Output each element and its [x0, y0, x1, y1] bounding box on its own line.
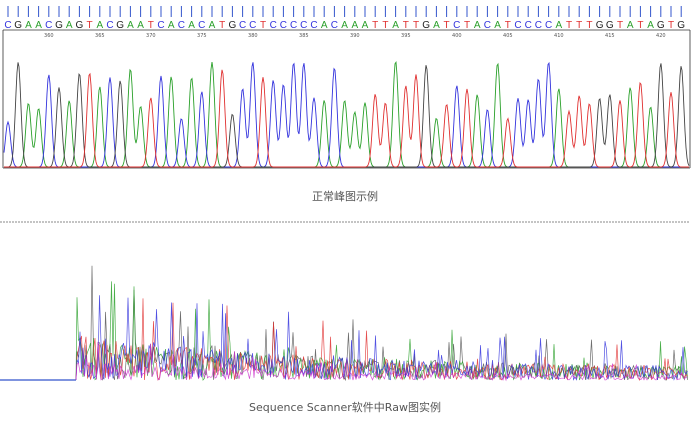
base-letter: T [586, 20, 592, 31]
base-letter: A [66, 20, 73, 31]
position-label: 405 [503, 33, 513, 39]
caption: 正常峰图示例 [312, 189, 378, 203]
base-letter: A [494, 20, 501, 31]
base-letter: C [545, 20, 552, 31]
base-letter: T [505, 20, 511, 31]
position-label: 375 [197, 33, 207, 39]
position-label: 410 [554, 33, 564, 39]
base-letter: C [484, 20, 491, 31]
base-letter: A [188, 20, 195, 31]
base-letter: T [219, 20, 225, 31]
base-letter: C [310, 20, 317, 31]
base-letter: C [157, 20, 164, 31]
base-letter: C [4, 20, 11, 31]
base-letter: T [148, 20, 154, 31]
base-letter: T [372, 20, 378, 31]
base-letter: A [168, 20, 175, 31]
base-letter: T [668, 20, 674, 31]
position-label: 420 [656, 33, 666, 39]
base-letter: T [637, 20, 643, 31]
caption: Sequence Scanner软件中Raw图实例 [249, 400, 441, 414]
position-label: 370 [146, 33, 156, 39]
base-letter: A [474, 20, 481, 31]
base-letter: A [25, 20, 32, 31]
base-letter: G [422, 20, 430, 31]
base-letter: T [87, 20, 93, 31]
position-label: 395 [401, 33, 411, 39]
base-letter: A [127, 20, 134, 31]
base-letter: T [617, 20, 623, 31]
base-letter: G [596, 20, 604, 31]
base-letter: T [576, 20, 582, 31]
base-letter: A [35, 20, 42, 31]
base-letter: C [290, 20, 297, 31]
position-label: 365 [95, 33, 105, 39]
trace [4, 60, 689, 168]
base-letter: A [321, 20, 328, 31]
base-letter: T [464, 20, 470, 31]
base-letter: C [249, 20, 256, 31]
base-letter: G [606, 20, 614, 31]
base-letter: A [209, 20, 216, 31]
position-label: 415 [605, 33, 615, 39]
base-letter: C [525, 20, 532, 31]
base-letter: T [413, 20, 419, 31]
base-letter: C [198, 20, 205, 31]
raw-trace [75, 281, 688, 381]
position-label: 385 [299, 33, 309, 39]
base-letter: C [331, 20, 338, 31]
base-letter: A [433, 20, 440, 31]
base-letter: A [647, 20, 654, 31]
base-letter: G [657, 20, 665, 31]
base-letter: G [116, 20, 124, 31]
base-letter: C [300, 20, 307, 31]
base-letter: G [677, 20, 685, 31]
base-letter: A [555, 20, 562, 31]
position-label: 390 [350, 33, 360, 39]
raw-trace [75, 341, 688, 382]
position-label: 400 [452, 33, 462, 39]
base-letter: T [444, 20, 450, 31]
position-label: 380 [248, 33, 258, 39]
base-letter: C [280, 20, 287, 31]
base-letter: C [453, 20, 460, 31]
base-letter: G [14, 20, 22, 31]
raw-trace [75, 265, 688, 382]
base-letter: A [392, 20, 399, 31]
base-letter: A [341, 20, 348, 31]
base-letter: C [514, 20, 521, 31]
base-letter: A [362, 20, 369, 31]
base-letter: A [351, 20, 358, 31]
base-letter: T [260, 20, 266, 31]
base-letter: A [137, 20, 144, 31]
base-letter: C [535, 20, 542, 31]
base-letter: T [403, 20, 409, 31]
base-letter: G [76, 20, 84, 31]
trace [4, 69, 689, 168]
base-letter: G [55, 20, 63, 31]
position-label: 360 [44, 33, 54, 39]
base-letter: C [106, 20, 113, 31]
base-letter: C [239, 20, 246, 31]
base-letter: G [229, 20, 237, 31]
base-letter: C [178, 20, 185, 31]
base-letter: A [627, 20, 634, 31]
base-letter: T [382, 20, 388, 31]
raw-trace [75, 295, 688, 381]
base-letter: A [96, 20, 103, 31]
base-letter: C [45, 20, 52, 31]
base-letter: T [566, 20, 572, 31]
base-letter: C [270, 20, 277, 31]
